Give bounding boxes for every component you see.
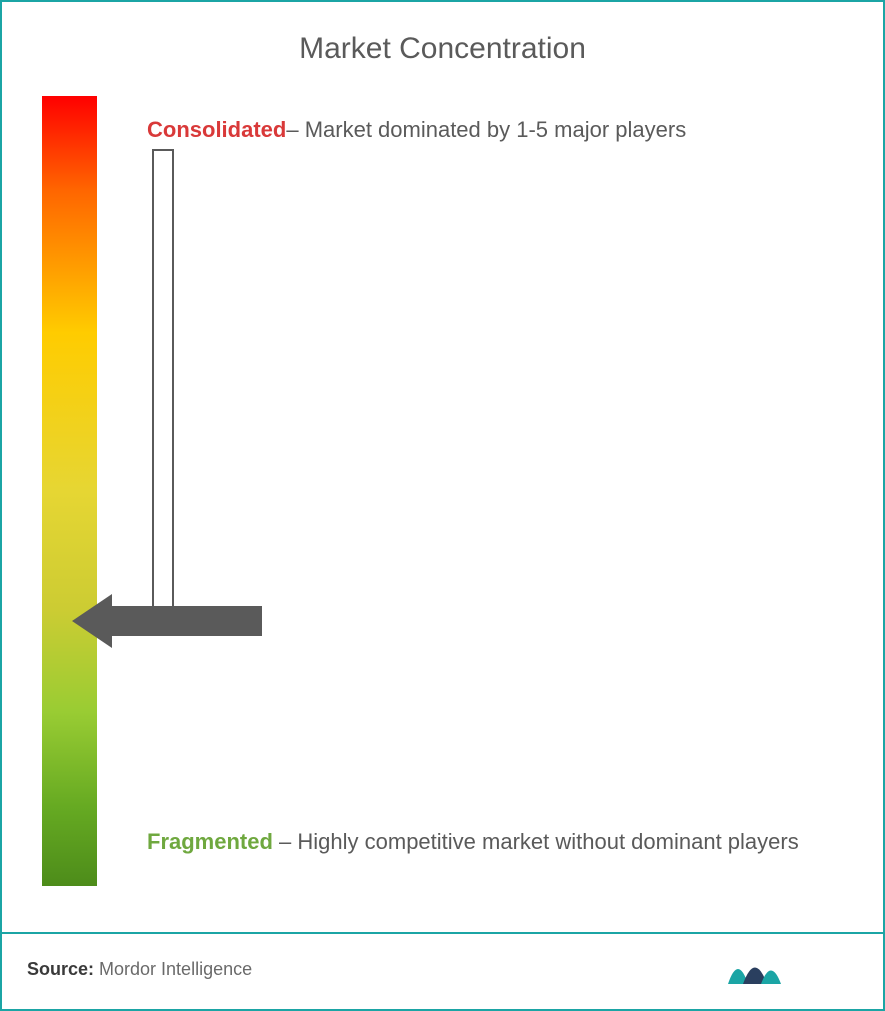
chart-title: Market Concentration [42,32,843,66]
fragmented-label: Fragmented – Highly competitive market w… [147,818,823,866]
consolidated-description: – Market dominated by 1-5 major players [286,117,686,142]
labels-area: Consolidated– Market dominated by 1-5 ma… [97,96,843,886]
chart-footer: Source: Mordor Intelligence [2,932,883,989]
chart-content: Consolidated– Market dominated by 1-5 ma… [42,96,843,886]
source-text: Mordor Intelligence [94,959,252,979]
consolidated-highlight: Consolidated [147,117,286,142]
gradient-svg [42,96,97,886]
logo-icon [723,949,843,989]
source-citation: Source: Mordor Intelligence [27,959,252,980]
chart-container: Market Concentration [0,0,885,1011]
mordor-logo [723,949,843,989]
consolidated-label: Consolidated– Market dominated by 1-5 ma… [147,106,823,154]
fragmented-description: – Highly competitive market without domi… [273,829,799,854]
concentration-gradient-bar [42,96,97,886]
fragmented-highlight: Fragmented [147,829,273,854]
source-label: Source: [27,959,94,979]
